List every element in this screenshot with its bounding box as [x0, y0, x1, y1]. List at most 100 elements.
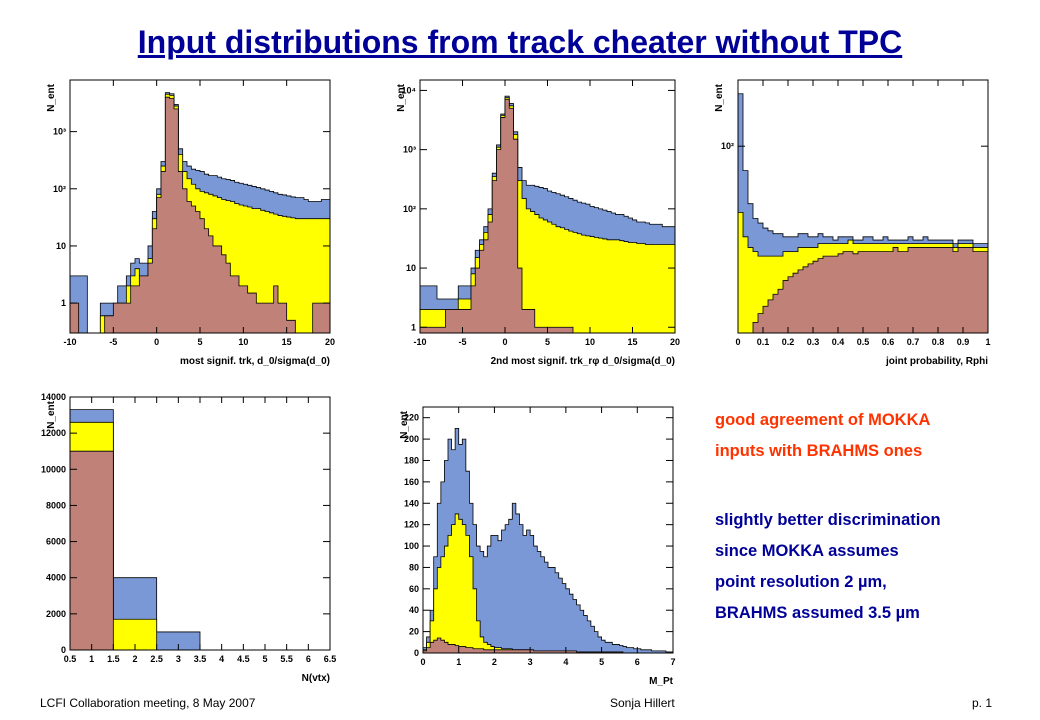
discrimination-line-1: slightly better discrimination	[715, 511, 941, 529]
plot-frame	[422, 406, 674, 654]
x-tick-label: -5	[458, 337, 466, 347]
footer-meeting: LCFI Collaboration meeting, 8 May 2007	[40, 696, 256, 710]
slide-title: Input distributions from track cheater w…	[137, 24, 903, 60]
chart-mpt-svg: 0 1 2 3 4 5 6 7 0 20 40 60 80 100 120 140 160 180 200 220 M_…	[399, 406, 676, 687]
x-tick-label: 0.6	[882, 337, 895, 347]
y-tick-label: 10³	[403, 145, 416, 155]
x-axis-label: N(vtx)	[302, 673, 330, 684]
x-tick-label: 20	[670, 337, 680, 347]
x-axis-label: joint probability, Rphi	[885, 356, 988, 367]
x-tick-label: 1	[456, 657, 461, 667]
chart-joint-probability-svg: 0 0.1 0.2 0.3 0.4 0.5 0.6 0.7 0.8 0.9 1 10² joint pr…	[714, 79, 991, 367]
y-tick-label: 2000	[46, 609, 66, 619]
x-tick-label: 0	[420, 657, 425, 667]
x-tick-label: 10	[585, 337, 595, 347]
x-tick-label: 6	[635, 657, 640, 667]
x-tick-label: -10	[63, 337, 76, 347]
series-outline-brown	[738, 247, 989, 334]
y-tick-label: 10²	[721, 141, 734, 151]
x-tick-label: 0.2	[782, 337, 795, 347]
x-tick-label: 4	[219, 654, 224, 664]
x-tick-label: 15	[282, 337, 292, 347]
chart-nvtx-svg: 0.5 1 1.5 2 2.5 3 3.5 4 4.5 5 5.5 6 6.5 0 2000 4000 6000…	[41, 392, 337, 684]
x-tick-label: 2	[132, 654, 137, 664]
footer-author: Sonja Hillert	[610, 696, 675, 710]
x-tick-label: 1	[985, 337, 990, 347]
y-tick-label: 6000	[46, 537, 66, 547]
y-tick-label: 14000	[41, 392, 66, 402]
y-tick-label: 10²	[53, 184, 66, 194]
chart-d0-2nd-most-signif-svg: -10 -5 0 5 10 15 20 1 10 10² 10³ 10⁴ 2nd most signif…	[396, 79, 680, 367]
x-tick-label: 3	[176, 654, 181, 664]
y-tick-label: 180	[404, 455, 419, 465]
y-tick-label: 80	[409, 562, 419, 572]
y-tick-label: 120	[404, 520, 419, 530]
series-brown	[69, 96, 331, 334]
x-tick-label: 3.5	[194, 654, 207, 664]
x-axis-label: M_Pt	[649, 676, 674, 687]
agreement-note: good agreement of MOKKA inputs with BRAH…	[715, 405, 930, 467]
x-tick-label: -10	[413, 337, 426, 347]
y-tick-label: 1	[411, 322, 416, 332]
y-tick-label: 0	[414, 648, 419, 658]
y-tick-label: 4000	[46, 573, 66, 583]
chart-d0-2nd-most-signif: -10 -5 0 5 10 15 20 1 10 10² 10³ 10⁴ 2nd most signif…	[375, 70, 690, 380]
x-tick-label: 0.5	[64, 654, 77, 664]
series-blue	[422, 427, 674, 654]
y-axis-label: N_ent	[46, 400, 57, 428]
x-tick-label: 1	[89, 654, 94, 664]
series-brown	[738, 247, 989, 334]
x-tick-label: 0	[154, 337, 159, 347]
chart-nvtx: 0.5 1 1.5 2 2.5 3 3.5 4 4.5 5 5.5 6 6.5 0 2000 4000 6000…	[0, 385, 345, 690]
y-tick-label: 40	[409, 605, 419, 615]
x-tick-label: 5	[197, 337, 202, 347]
y-tick-label: 20	[409, 627, 419, 637]
x-tick-label: 15	[627, 337, 637, 347]
x-tick-label: 6.5	[324, 654, 337, 664]
y-tick-label: 60	[409, 584, 419, 594]
x-tick-label: 0.1	[757, 337, 770, 347]
y-tick-label: 10	[56, 241, 66, 251]
agreement-line-1: good agreement of MOKKA	[715, 411, 931, 429]
x-tick-label: -5	[109, 337, 117, 347]
y-tick-label: 1	[61, 298, 66, 308]
agreement-line-2: inputs with BRAHMS ones	[715, 442, 923, 460]
y-tick-label: 0	[61, 645, 66, 655]
chart-d0-most-signif-svg: -10 -5 0 5 10 15 20 1 10 10² 10³ most signif. trk, …	[46, 79, 335, 367]
y-tick-label: 8000	[46, 500, 66, 510]
x-tick-label: 5	[599, 657, 604, 667]
x-tick-label: 20	[325, 337, 335, 347]
x-tick-label: 5	[262, 654, 267, 664]
discrimination-note: slightly better discrimination since MOK…	[715, 505, 941, 629]
x-tick-label: 2.5	[150, 654, 163, 664]
x-tick-label: 0.3	[807, 337, 820, 347]
x-tick-label: 0.5	[857, 337, 870, 347]
y-axis-label: N_ent	[399, 410, 410, 438]
x-tick-label: 0.9	[957, 337, 970, 347]
x-tick-label: 7	[670, 657, 675, 667]
x-tick-label: 0.7	[907, 337, 920, 347]
footer-page: p. 1	[972, 696, 993, 710]
x-tick-label: 3	[528, 657, 533, 667]
x-tick-label: 0.8	[932, 337, 945, 347]
y-tick-label: 12000	[41, 428, 66, 438]
y-axis-label: N_ent	[714, 83, 725, 111]
y-tick-label: 140	[404, 498, 419, 508]
y-tick-label: 10³	[53, 127, 66, 137]
series-outline-blue	[422, 427, 674, 654]
x-tick-label: 0	[502, 337, 507, 347]
y-axis-label: N_ent	[46, 83, 57, 111]
y-axis-label: N_ent	[396, 83, 407, 111]
x-tick-label: 0.4	[832, 337, 845, 347]
chart-joint-probability: 0 0.1 0.2 0.3 0.4 0.5 0.6 0.7 0.8 0.9 1 10² joint pr…	[690, 70, 1000, 380]
x-tick-label: 10	[238, 337, 248, 347]
y-tick-label: 200	[404, 434, 419, 444]
y-tick-label: 10²	[403, 204, 416, 214]
y-tick-label: 10	[406, 263, 416, 273]
x-tick-label: 0	[735, 337, 740, 347]
chart-d0-most-signif: -10 -5 0 5 10 15 20 1 10 10² 10³ most signif. trk, …	[40, 70, 345, 380]
discrimination-line-4: BRAHMS assumed 3.5 µm	[715, 604, 920, 622]
x-tick-label: 5	[545, 337, 550, 347]
discrimination-line-2: since MOKKA assumes	[715, 542, 899, 560]
series-outline-brown	[69, 96, 331, 334]
